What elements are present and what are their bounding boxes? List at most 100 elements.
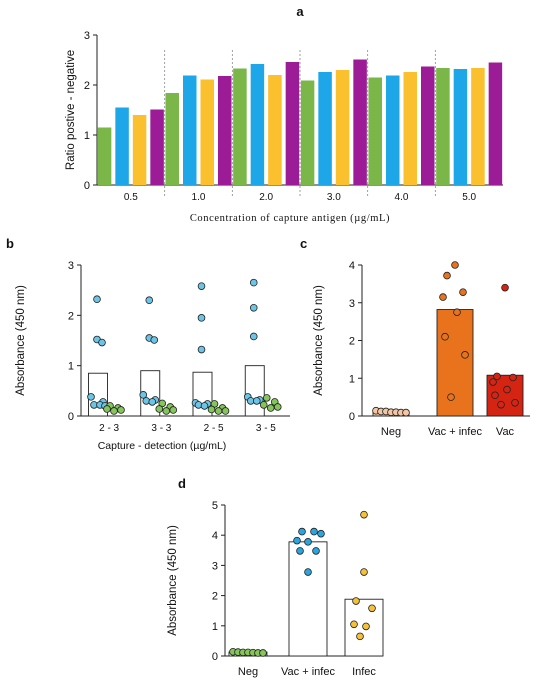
- b-positive-point: [249, 303, 258, 312]
- b-x-axis-label: Capture - detection (µg/mL): [98, 440, 227, 452]
- d-point-Infec: [356, 632, 364, 641]
- c-point-Vac + infec: [453, 308, 461, 316]
- b-negative-point: [273, 403, 282, 411]
- c-point-Neg: [402, 408, 410, 417]
- c-point-Vac: [511, 398, 519, 407]
- d-x-tick-label: Vac + infec: [281, 666, 335, 678]
- b-y-tick-label: 1: [68, 361, 74, 373]
- a-y-axis-label: Ratio postive - negative: [65, 50, 77, 170]
- d-point-Vac + infec: [296, 547, 304, 555]
- b-negative-point: [103, 405, 111, 413]
- a-bar-4.0-yellow: [403, 72, 417, 185]
- d-y-tick-label: 5: [212, 500, 218, 512]
- a-bar-3.0-yellow: [335, 70, 350, 185]
- panel-letter-b: b: [6, 236, 14, 251]
- c-y-tick-label: 1: [349, 373, 355, 385]
- b-positive-point: [87, 393, 95, 401]
- d-point-Infec: [350, 620, 358, 629]
- a-bar-2.0-blue: [250, 64, 265, 185]
- b-positive-point: [139, 391, 148, 399]
- panel-b-chart: 0 1 2 3 2 - 3 3 - 3 2 - 5 3 - 5 Absorbance (450 …: [15, 260, 290, 452]
- c-point-Vac + infec: [443, 271, 451, 280]
- c-point-Vac + infec: [441, 332, 449, 341]
- c-point-Vac: [503, 385, 511, 394]
- b-y-tick-label: 3: [68, 260, 74, 272]
- b-x-tick-label: 2 - 3: [99, 423, 119, 434]
- panel-letter-d: d: [178, 476, 186, 491]
- c-y-tick-label: 4: [349, 260, 355, 272]
- c-point-Vac: [493, 372, 501, 381]
- c-y-tick-label: 3: [349, 298, 355, 310]
- b-negative-point: [266, 404, 275, 412]
- b-bar-3 - 5: [244, 365, 265, 417]
- c-point-Vac: [509, 373, 517, 382]
- b-negative-point: [155, 405, 164, 413]
- b-positive-point: [148, 398, 157, 406]
- b-positive-point: [249, 332, 258, 341]
- b-positive-point: [197, 282, 206, 290]
- a-x-tick-label: 2.0: [259, 192, 273, 203]
- a-bar-0.5-blue: [115, 107, 129, 185]
- d-point-Infec: [368, 604, 376, 613]
- d-point-Infec: [360, 510, 368, 519]
- b-negative-point: [207, 405, 216, 414]
- a-y-tick-label: 2: [84, 80, 90, 92]
- c-y-tick-label: 2: [349, 336, 355, 348]
- d-point-Vac + infec: [304, 538, 312, 546]
- c-point-Vac + infec: [451, 261, 459, 269]
- b-positive-point: [150, 336, 159, 344]
- d-y-tick-label: 1: [212, 621, 218, 633]
- a-bar-0.5-yellow: [132, 115, 147, 185]
- c-x-tick-label: Vac: [496, 426, 515, 438]
- c-y-axis-label: Absorbance (450 nm): [313, 285, 325, 396]
- d-y-tick-label: 3: [212, 560, 218, 572]
- a-bar-4.0-purple: [421, 66, 435, 185]
- c-y-tick-label: 0: [349, 411, 355, 423]
- d-x-tick-label: Infec: [352, 666, 376, 678]
- b-positive-point: [200, 402, 209, 410]
- d-point-Infec: [352, 597, 360, 605]
- b-negative-point: [214, 407, 223, 415]
- b-positive-point: [252, 397, 261, 405]
- b-positive-point: [98, 338, 106, 347]
- a-x-tick-label: 1.0: [192, 192, 206, 203]
- c-x-tick-label: Neg: [381, 426, 401, 438]
- b-y-tick-label: 2: [68, 310, 74, 322]
- a-bar-5.0-blue: [453, 69, 468, 185]
- a-x-tick-label: 0.5: [124, 192, 138, 203]
- d-point-Infec: [362, 622, 370, 631]
- b-x-tick-label: 3 - 3: [151, 423, 171, 434]
- b-negative-point: [221, 407, 230, 415]
- a-bar-3.0-blue: [318, 72, 332, 185]
- a-bar-1.0-yellow: [200, 79, 214, 185]
- b-negative-point: [262, 394, 271, 402]
- d-y-tick-label: 4: [212, 530, 218, 542]
- d-point-Infec: [360, 568, 368, 576]
- c-point-Vac: [497, 400, 505, 409]
- b-negative-point: [110, 407, 118, 415]
- b-x-tick-label: 2 - 5: [204, 423, 224, 434]
- b-positive-point: [197, 314, 206, 322]
- d-point-Vac + infec: [317, 529, 325, 538]
- d-point-Vac + infec: [304, 568, 312, 576]
- a-bar-0.5-purple: [150, 109, 164, 185]
- d-point-Vac + infec: [310, 527, 318, 536]
- a-bar-5.0-purple: [488, 62, 503, 185]
- b-negative-point: [162, 407, 171, 415]
- b-positive-point: [93, 295, 101, 304]
- c-bar-Vac + infec: [436, 309, 474, 417]
- c-point-Vac + infec: [459, 288, 467, 296]
- a-bar-1.0-blue: [183, 75, 197, 185]
- c-point-Vac: [501, 283, 509, 292]
- d-point-Vac + infec: [293, 536, 301, 545]
- a-y-tick-label: 1: [84, 130, 90, 142]
- a-bar-1.0-green: [165, 93, 179, 185]
- b-y-axis-label: Absorbance (450 nm): [15, 285, 27, 396]
- c-point-Vac: [491, 391, 499, 400]
- a-bar-3.0-purple: [353, 59, 367, 185]
- b-negative-point: [117, 406, 125, 414]
- b-positive-point: [145, 296, 154, 305]
- d-point-Vac + infec: [312, 547, 320, 555]
- a-bar-5.0-green: [436, 68, 450, 185]
- a-bar-1.0-purple: [218, 76, 232, 185]
